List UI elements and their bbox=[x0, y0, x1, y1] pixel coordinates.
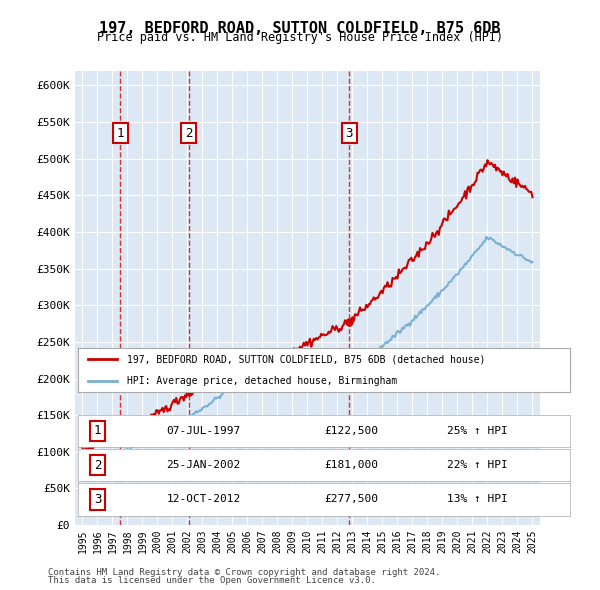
Text: 3: 3 bbox=[346, 127, 353, 140]
Text: Price paid vs. HM Land Registry's House Price Index (HPI): Price paid vs. HM Land Registry's House … bbox=[97, 31, 503, 44]
Text: 25-JAN-2002: 25-JAN-2002 bbox=[167, 460, 241, 470]
Text: 1: 1 bbox=[94, 424, 101, 438]
Text: 1: 1 bbox=[116, 127, 124, 140]
Text: 2: 2 bbox=[94, 458, 101, 472]
Text: 197, BEDFORD ROAD, SUTTON COLDFIELD, B75 6DB: 197, BEDFORD ROAD, SUTTON COLDFIELD, B75… bbox=[99, 21, 501, 35]
Text: £277,500: £277,500 bbox=[324, 494, 378, 504]
Text: Contains HM Land Registry data © Crown copyright and database right 2024.: Contains HM Land Registry data © Crown c… bbox=[48, 568, 440, 577]
Text: 2: 2 bbox=[185, 127, 192, 140]
Text: 25% ↑ HPI: 25% ↑ HPI bbox=[447, 426, 508, 436]
Text: This data is licensed under the Open Government Licence v3.0.: This data is licensed under the Open Gov… bbox=[48, 576, 376, 585]
Text: 3: 3 bbox=[94, 493, 101, 506]
Text: 13% ↑ HPI: 13% ↑ HPI bbox=[447, 494, 508, 504]
Text: 197, BEDFORD ROAD, SUTTON COLDFIELD, B75 6DB (detached house): 197, BEDFORD ROAD, SUTTON COLDFIELD, B75… bbox=[127, 354, 485, 364]
Text: 07-JUL-1997: 07-JUL-1997 bbox=[167, 426, 241, 436]
Text: 22% ↑ HPI: 22% ↑ HPI bbox=[447, 460, 508, 470]
Text: HPI: Average price, detached house, Birmingham: HPI: Average price, detached house, Birm… bbox=[127, 376, 397, 386]
Text: £122,500: £122,500 bbox=[324, 426, 378, 436]
Text: £181,000: £181,000 bbox=[324, 460, 378, 470]
Text: 12-OCT-2012: 12-OCT-2012 bbox=[167, 494, 241, 504]
